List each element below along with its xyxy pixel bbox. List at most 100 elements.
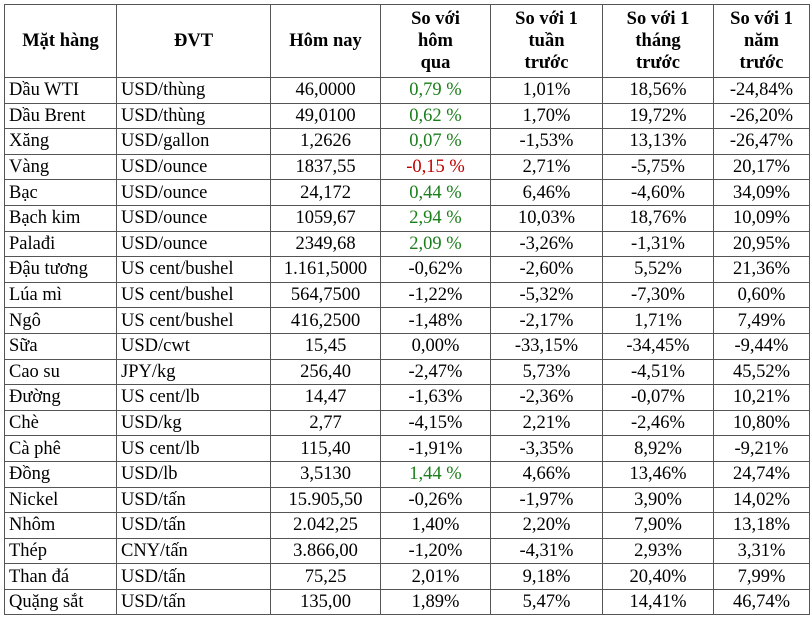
unit-cell: US cent/bushel	[116, 281, 271, 309]
commodity-name-cell: Lúa mì	[4, 281, 117, 309]
today-price-cell: 135,00	[270, 588, 381, 616]
change-vs-yesterday-cell: 2,01%	[380, 563, 491, 590]
change-vs-yesterday-cell: 0,00%	[380, 332, 491, 360]
change-vs-last-week-cell: 2,21%	[490, 409, 603, 437]
commodity-name-cell: Quặng sắt	[4, 588, 117, 616]
change-vs-last-month-cell: 7,90%	[602, 512, 714, 539]
change-vs-last-month-cell: -0,07%	[602, 384, 714, 411]
change-vs-last-week-cell: -5,32%	[490, 281, 603, 309]
change-vs-yesterday-cell: -2,47%	[380, 358, 491, 386]
unit-cell: US cent/lb	[116, 384, 271, 411]
today-price-cell: 2349,68	[270, 230, 381, 258]
change-vs-last-week-cell: 6,46%	[490, 179, 603, 206]
unit-cell: US cent/lb	[116, 435, 271, 462]
unit-cell: USD/tấn	[116, 563, 271, 590]
change-vs-last-month-cell: 2,93%	[602, 537, 714, 565]
header-row: Mặt hàng ĐVT Hôm nay So với hôm qua So với 1 tu…	[4, 4, 810, 78]
change-vs-last-month-cell: -5,75%	[602, 153, 714, 181]
change-vs-yesterday-cell: -1,22%	[380, 281, 491, 309]
change-vs-last-year-cell: 10,09%	[713, 204, 810, 232]
unit-cell: CNY/tấn	[116, 537, 271, 565]
change-vs-last-week-cell: -4,31%	[490, 537, 603, 565]
change-vs-last-month-cell: -4,51%	[602, 358, 714, 386]
header-line: So với 1	[626, 9, 690, 29]
change-vs-yesterday-cell: 0,79 %	[380, 77, 491, 104]
table-row: Nickel USD/tấn 15.905,50 -0,26% -1,97% 3,90% 1…	[4, 486, 810, 514]
header-today: Hôm nay	[270, 4, 381, 78]
commodity-name-cell: Cao su	[4, 358, 117, 386]
today-price-cell: 75,25	[270, 563, 381, 590]
change-vs-last-month-cell: 8,92%	[602, 435, 714, 462]
change-vs-last-week-cell: -2,36%	[490, 384, 603, 411]
change-vs-last-month-cell: 1,71%	[602, 307, 714, 334]
header-vs-last-year: So với 1 năm trước	[713, 4, 810, 78]
table-row: Dầu Brent USD/thùng 49,0100 0,62 % 1,70% 19,7…	[4, 102, 810, 130]
header-commodity: Mặt hàng	[4, 4, 117, 78]
change-vs-last-year-cell: 34,09%	[713, 179, 810, 206]
header-line: Mặt hàng	[22, 31, 99, 51]
change-vs-last-month-cell: -34,45%	[602, 332, 714, 360]
change-vs-last-month-cell: 5,52%	[602, 256, 714, 283]
change-vs-last-week-cell: 1,70%	[490, 102, 603, 130]
unit-cell: USD/tấn	[116, 486, 271, 514]
table-row: Lúa mì US cent/bushel 564,7500 -1,22% -5,32%…	[4, 281, 810, 309]
table-row: Chè USD/kg 2,77 -4,15% 2,21% -2,46% 10,80%	[4, 409, 810, 437]
header-line: hôm	[418, 31, 453, 51]
change-vs-last-year-cell: -9,44%	[713, 332, 810, 360]
change-vs-last-month-cell: 20,40%	[602, 563, 714, 590]
table-row: Đường US cent/lb 14,47 -1,63% -2,36% -0,07% 10…	[4, 384, 810, 411]
commodity-name-cell: Vàng	[4, 153, 117, 181]
change-vs-last-year-cell: 13,18%	[713, 512, 810, 539]
commodity-name-cell: Bạch kim	[4, 204, 117, 232]
commodity-name-cell: Dầu Brent	[4, 102, 117, 130]
unit-cell: USD/ounce	[116, 230, 271, 258]
today-price-cell: 46,0000	[270, 77, 381, 104]
commodity-name-cell: Sữa	[4, 332, 117, 360]
change-vs-last-week-cell: 10,03%	[490, 204, 603, 232]
change-vs-last-week-cell: -3,26%	[490, 230, 603, 258]
table-row: Ngô US cent/bushel 416,2500 -1,48% -2,17% 1,7…	[4, 307, 810, 334]
unit-cell: USD/thùng	[116, 77, 271, 104]
today-price-cell: 2,77	[270, 409, 381, 437]
change-vs-yesterday-cell: 0,44 %	[380, 179, 491, 206]
commodity-name-cell: Than đá	[4, 563, 117, 590]
today-price-cell: 1059,67	[270, 204, 381, 232]
today-price-cell: 564,7500	[270, 281, 381, 309]
commodity-name-cell: Xăng	[4, 128, 117, 155]
change-vs-last-year-cell: 7,49%	[713, 307, 810, 334]
change-vs-yesterday-cell: 0,62 %	[380, 102, 491, 130]
table-row: Bạch kim USD/ounce 1059,67 2,94 % 10,03% 18,7…	[4, 204, 810, 232]
change-vs-yesterday-cell: 2,09 %	[380, 230, 491, 258]
unit-cell: USD/kg	[116, 409, 271, 437]
change-vs-last-year-cell: 21,36%	[713, 256, 810, 283]
change-vs-yesterday-cell: -0,15 %	[380, 153, 491, 181]
header-line: Hôm nay	[289, 31, 362, 51]
unit-cell: US cent/bushel	[116, 307, 271, 334]
commodity-name-cell: Cà phê	[4, 435, 117, 462]
header-vs-last-month: So với 1 tháng trước	[602, 4, 714, 78]
table-row: Cao su JPY/kg 256,40 -2,47% 5,73% -4,51% 45,52…	[4, 358, 810, 386]
change-vs-last-year-cell: 45,52%	[713, 358, 810, 386]
change-vs-last-year-cell: 10,21%	[713, 384, 810, 411]
change-vs-last-year-cell: 20,95%	[713, 230, 810, 258]
today-price-cell: 1,2626	[270, 128, 381, 155]
change-vs-last-month-cell: 18,56%	[602, 77, 714, 104]
change-vs-yesterday-cell: -0,62%	[380, 256, 491, 283]
unit-cell: US cent/bushel	[116, 256, 271, 283]
today-price-cell: 256,40	[270, 358, 381, 386]
table-row: Đậu tương US cent/bushel 1.161,5000 -0,62% -…	[4, 256, 810, 283]
change-vs-last-year-cell: 0,60%	[713, 281, 810, 309]
change-vs-last-week-cell: -1,53%	[490, 128, 603, 155]
change-vs-last-month-cell: -1,31%	[602, 230, 714, 258]
table-row: Vàng USD/ounce 1837,55 -0,15 % 2,71% -5,75% 20…	[4, 153, 810, 181]
header-line: So với	[411, 9, 460, 29]
table-row: Đồng USD/lb 3,5130 1,44 % 4,66% 13,46% 24,74%	[4, 460, 810, 488]
change-vs-yesterday-cell: 0,07 %	[380, 128, 491, 155]
change-vs-last-month-cell: -7,30%	[602, 281, 714, 309]
unit-cell: USD/ounce	[116, 204, 271, 232]
change-vs-last-year-cell: 20,17%	[713, 153, 810, 181]
unit-cell: JPY/kg	[116, 358, 271, 386]
table-row: Thép CNY/tấn 3.866,00 -1,20% -4,31% 2,93% 3,31…	[4, 537, 810, 565]
header-line: So với 1	[730, 9, 793, 29]
table-header: Mặt hàng ĐVT Hôm nay So với hôm qua So với 1 tu…	[4, 4, 810, 78]
